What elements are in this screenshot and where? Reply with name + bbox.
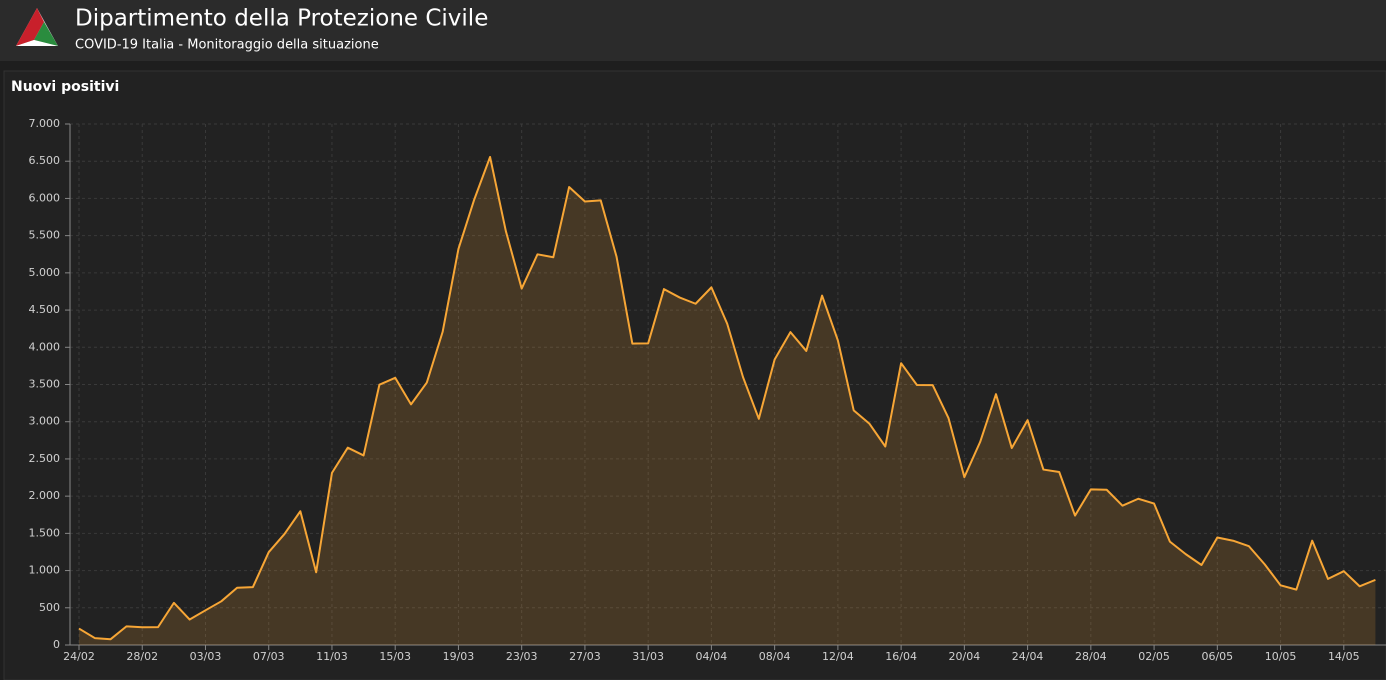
y-tick-label: 3.500 — [29, 378, 61, 391]
x-tick-label: 23/03 — [506, 650, 538, 663]
y-tick-label: 7.000 — [29, 117, 61, 130]
header-title: Dipartimento della Protezione Civile — [75, 6, 488, 32]
y-tick-label: 500 — [39, 601, 60, 614]
y-tick-label: 4.000 — [29, 340, 61, 353]
y-tick-label: 5.500 — [29, 229, 61, 242]
x-tick-label: 20/04 — [949, 650, 981, 663]
x-tick-label: 14/05 — [1328, 650, 1360, 663]
y-tick-label: 4.500 — [29, 303, 61, 316]
x-tick-label: 24/02 — [63, 650, 95, 663]
x-tick-label: 31/03 — [632, 650, 664, 663]
y-tick-label: 1.000 — [29, 564, 61, 577]
y-tick-label: 2.500 — [29, 452, 61, 465]
y-tick-label: 6.500 — [29, 154, 61, 167]
x-tick-label: 28/02 — [126, 650, 158, 663]
x-tick-label: 27/03 — [569, 650, 601, 663]
x-tick-label: 04/04 — [696, 650, 728, 663]
area — [79, 156, 1376, 645]
header-bar — [0, 0, 1386, 61]
x-tick-label: 10/05 — [1265, 650, 1297, 663]
chart-title: Nuovi positivi — [11, 79, 119, 95]
x-tick-label: 07/03 — [253, 650, 285, 663]
x-tick-label: 24/04 — [1012, 650, 1044, 663]
chart-panel — [3, 70, 1386, 680]
x-tick-label: 02/05 — [1138, 650, 1170, 663]
y-tick-label: 1.500 — [29, 526, 61, 539]
y-tick-label: 6.000 — [29, 191, 61, 204]
line — [78, 155, 1376, 641]
x-tick-label: 28/04 — [1075, 650, 1107, 663]
x-tick-label: 15/03 — [379, 650, 411, 663]
x-tick-label: 11/03 — [316, 650, 348, 663]
x-tick-label: 03/03 — [190, 650, 222, 663]
y-tick-label: 2.000 — [29, 489, 61, 502]
x-tick-label: 16/04 — [885, 650, 917, 663]
x-tick-label: 12/04 — [822, 650, 854, 663]
y-tick-label: 5.000 — [29, 266, 61, 279]
logo — [16, 8, 58, 46]
y-tick-label: 0 — [53, 638, 60, 651]
x-tick-label: 19/03 — [443, 650, 475, 663]
x-tick-label: 08/04 — [759, 650, 791, 663]
y-tick-label: 3.000 — [29, 415, 61, 428]
x-tick-label: 06/05 — [1201, 650, 1233, 663]
header-subtitle: COVID-19 Italia - Monitoraggio della sit… — [75, 38, 379, 53]
